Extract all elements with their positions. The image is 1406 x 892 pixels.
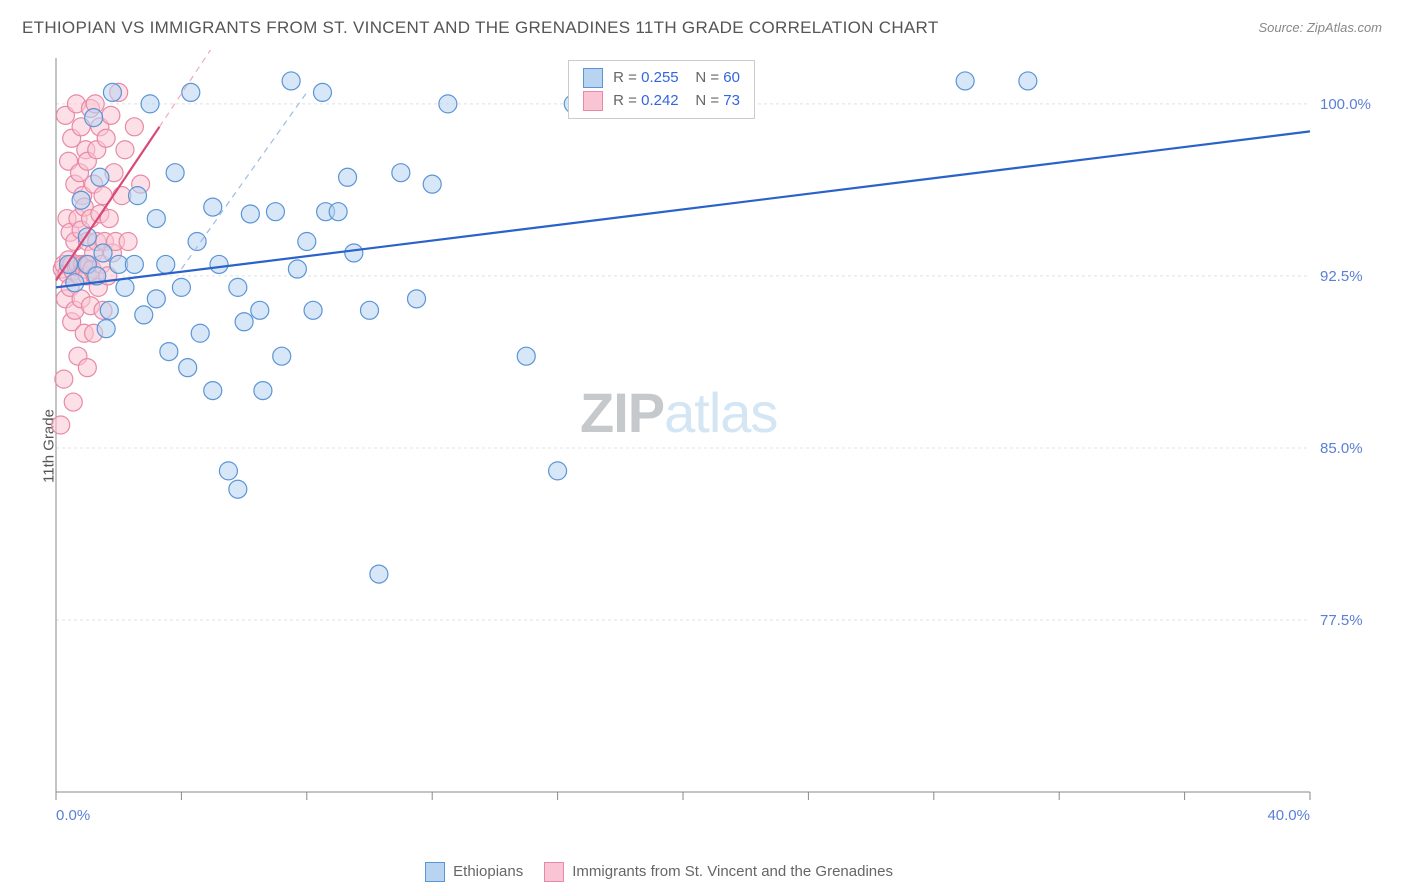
swatch-series2 — [583, 91, 603, 111]
legend-row-2: R = 0.242 N = 73 — [583, 90, 740, 113]
r-value-1: 0.255 — [641, 69, 679, 86]
swatch-series1 — [583, 68, 603, 88]
svg-text:100.0%: 100.0% — [1320, 96, 1371, 113]
swatch-bottom-1 — [425, 862, 445, 882]
svg-text:85.0%: 85.0% — [1320, 440, 1363, 457]
scatter-plot: 77.5% 85.0% 92.5% 100.0% 0.0% 40.0% — [50, 50, 1380, 840]
swatch-bottom-2 — [544, 862, 564, 882]
series1-label: Ethiopians — [453, 863, 523, 880]
n-value-1: 60 — [723, 69, 740, 86]
n-value-2: 73 — [723, 92, 740, 109]
chart-source: Source: ZipAtlas.com — [1258, 20, 1382, 35]
chart-container: ETHIOPIAN VS IMMIGRANTS FROM ST. VINCENT… — [0, 0, 1406, 892]
series2-label: Immigrants from St. Vincent and the Gren… — [572, 863, 893, 880]
svg-text:77.5%: 77.5% — [1320, 612, 1363, 629]
correlation-legend: R = 0.255 N = 60 R = 0.242 N = 73 — [568, 60, 755, 119]
svg-text:92.5%: 92.5% — [1320, 268, 1363, 285]
series-legend: Ethiopians Immigrants from St. Vincent a… — [425, 862, 893, 882]
svg-text:0.0%: 0.0% — [56, 807, 90, 824]
chart-title: ETHIOPIAN VS IMMIGRANTS FROM ST. VINCENT… — [22, 18, 939, 38]
legend-row-1: R = 0.255 N = 60 — [583, 67, 740, 90]
svg-text:40.0%: 40.0% — [1267, 807, 1310, 824]
r-value-2: 0.242 — [641, 92, 679, 109]
